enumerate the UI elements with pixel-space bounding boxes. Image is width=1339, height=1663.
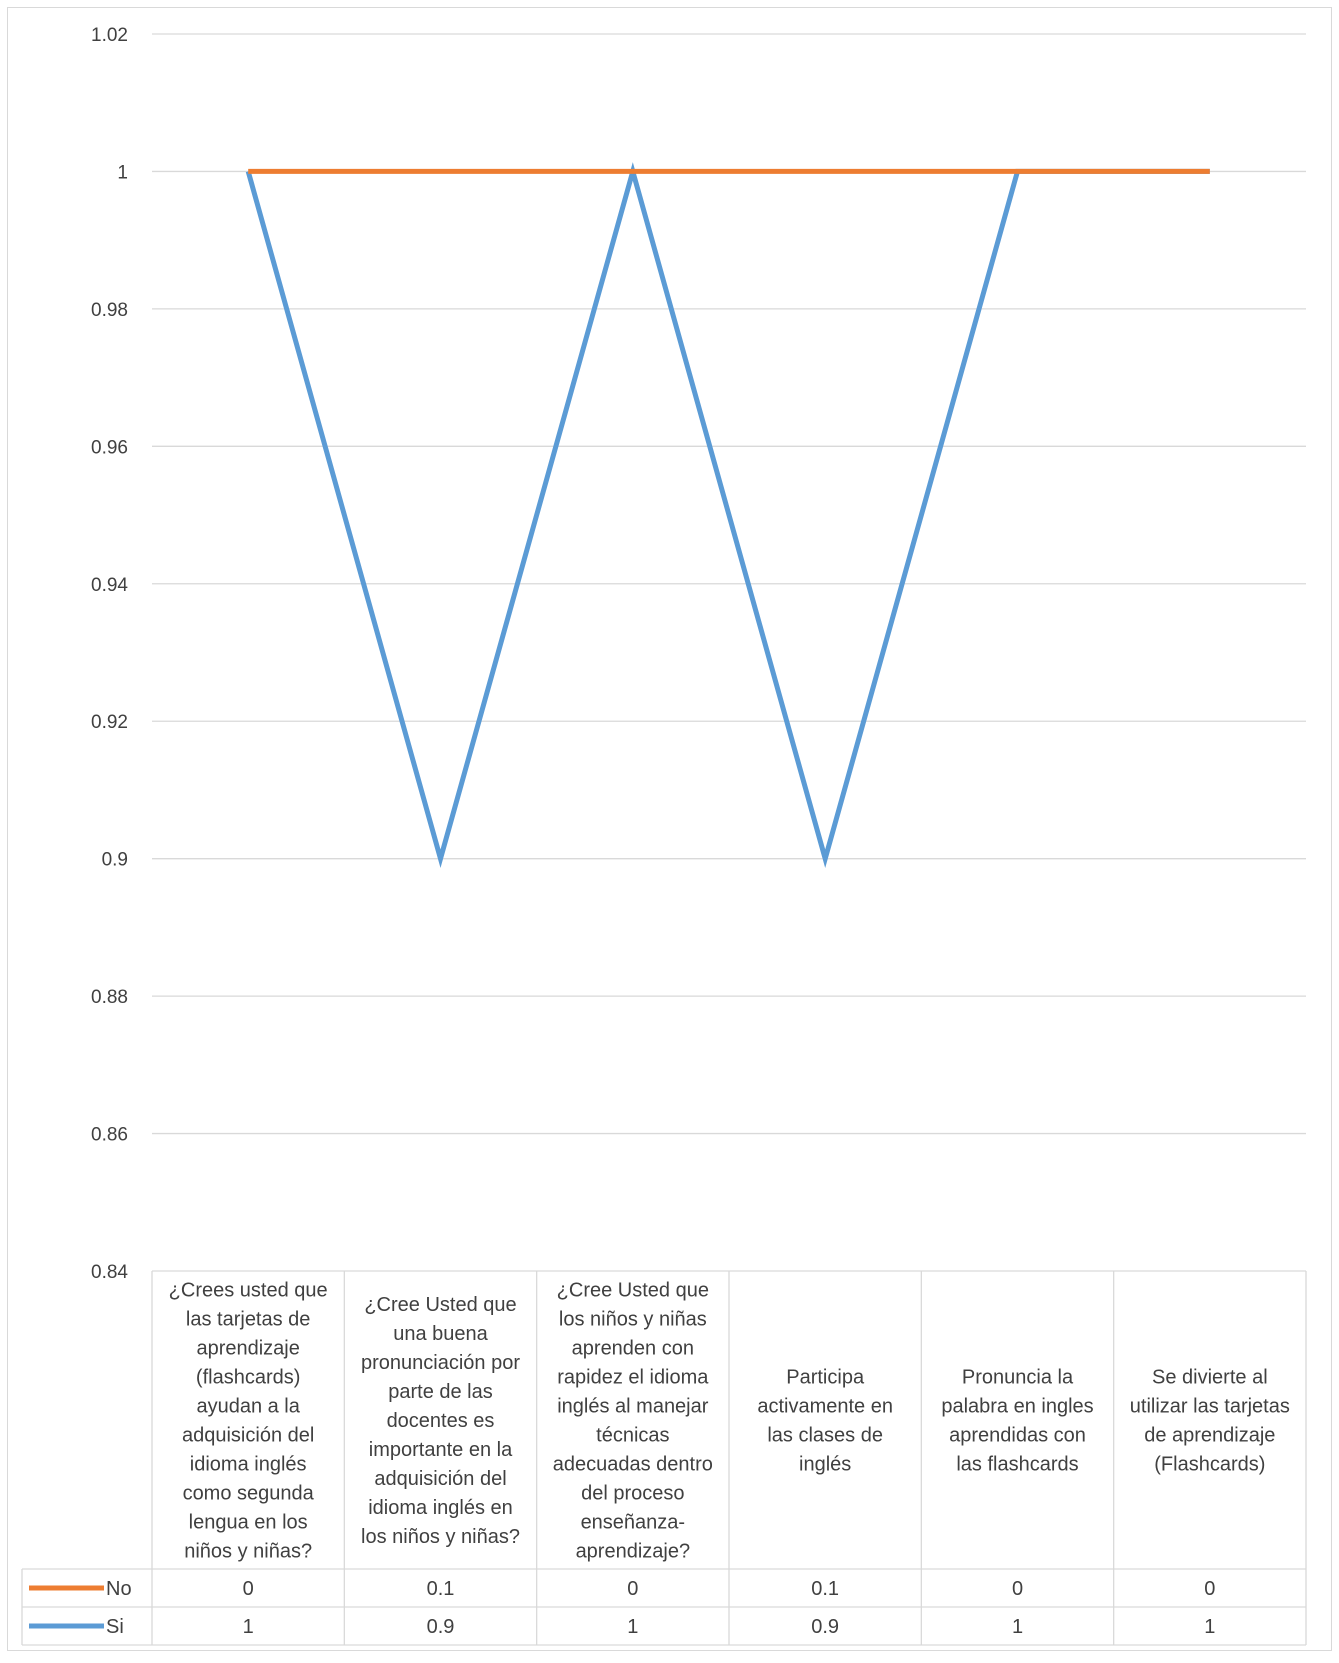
category-label-line: una buena [393,1323,488,1345]
category-label-line: parte de las [388,1381,493,1403]
category-label-line: de aprendizaje [1144,1425,1275,1447]
category-label-line: pronunciación por [361,1352,520,1374]
y-tick-label: 0.92 [91,712,128,733]
category-label-line: lengua en los [189,1512,308,1534]
table-value: 0 [1012,1578,1023,1600]
category-label-line: del proceso [581,1483,684,1505]
y-tick-label: 0.86 [91,1125,128,1146]
category-label-line: aprenden con [572,1338,694,1360]
y-tick-label: 0.88 [91,987,128,1008]
category-label-line: (flashcards) [196,1367,300,1389]
category-label: Se divierte al utilizar las tarjetas de ap… [1130,1367,1290,1476]
category-label-line: (Flashcards) [1154,1454,1265,1476]
category-label-line: enseñanza- [581,1512,686,1534]
category-label-line: aprendizaje [196,1338,299,1360]
category-label-line: ¿Crees usted que [169,1280,328,1302]
category-label-line: inglés al manejar [557,1396,709,1418]
category-label-line: los niños y niñas [559,1309,707,1331]
category-label-line: técnicas [596,1425,669,1447]
table-value: 0.1 [811,1578,839,1600]
category-label-line: idioma inglés en [368,1497,513,1519]
category-label-line: niños y niñas? [184,1541,312,1563]
category-label-line: las clases de [767,1425,883,1447]
y-tick-label: 0.94 [91,575,128,596]
y-tick-label: 0.96 [91,437,128,458]
category-label-line: ayudan a la [196,1396,300,1418]
table-value: 0 [627,1578,638,1600]
y-tick-label: 1.02 [91,25,128,46]
category-label-line: las flashcards [956,1454,1078,1476]
category-label-line: adquisición del [182,1425,314,1447]
category-label-line: adquisición del [374,1468,506,1490]
category-label-line: adecuadas dentro [553,1454,713,1476]
category-label-line: activamente en [757,1396,893,1418]
category-label: Participa activamente en las clases de ingl… [757,1367,893,1476]
category-label-line: ¿Cree Usted que [557,1280,709,1302]
category-label-line: docentes es [387,1410,495,1432]
category-label: Pronuncia la palabra en ingles aprendidas … [941,1367,1093,1476]
category-label-line: idioma inglés [190,1454,307,1476]
category-label-line: los niños y niñas? [361,1526,520,1548]
table-value: 1 [1204,1616,1215,1638]
category-label-line: palabra en ingles [941,1396,1093,1418]
y-tick-label: 0.98 [91,300,128,321]
legend-label: No [106,1578,132,1600]
table-value: 0 [1204,1578,1215,1600]
table-value: 1 [627,1616,638,1638]
category-label-line: aprendidas con [949,1425,1086,1447]
category-label-line: importante en la [369,1439,513,1461]
category-label-line: Pronuncia la [962,1367,1074,1389]
category-label-line: Se divierte al [1152,1367,1268,1389]
category-label-line: inglés [799,1454,851,1476]
category-label-line: aprendizaje? [576,1541,691,1563]
category-label-line: Participa [786,1367,865,1389]
category-label: ¿Cree Usted que los niños y niñas aprenden… [553,1280,713,1563]
series-lines [245,162,1210,868]
y-axis-ticks: 1.02 1 0.98 0.96 0.94 0.92 0.9 0.88 0.86 0.84 [91,25,128,1283]
y-tick-label: 0.9 [102,850,128,871]
category-label: ¿Cree Usted que una buena pronunciación po… [361,1294,520,1548]
category-label-line: ¿Cree Usted que [364,1294,516,1316]
legend-label: Si [106,1616,124,1638]
category-label-line: como segunda [183,1483,315,1505]
table-value: 0.9 [811,1616,839,1638]
table-value: 0 [243,1578,254,1600]
category-label-line: las tarjetas de [186,1309,311,1331]
category-label: ¿Crees usted que las tarjetas de aprendiza… [169,1280,328,1563]
y-tick-label: 1 [117,162,128,183]
table-value: 0.1 [427,1578,455,1600]
category-label-line: utilizar las tarjetas [1130,1396,1290,1418]
table-value: 0.9 [427,1616,455,1638]
table-value: 1 [1012,1616,1023,1638]
table-value: 1 [243,1616,254,1638]
category-label-line: rapidez el idioma [557,1367,709,1389]
y-tick-label: 0.84 [91,1262,128,1283]
chart-border [7,7,1332,1651]
data-table: ¿Crees usted que las tarjetas de aprendiza… [21,1270,1307,1646]
